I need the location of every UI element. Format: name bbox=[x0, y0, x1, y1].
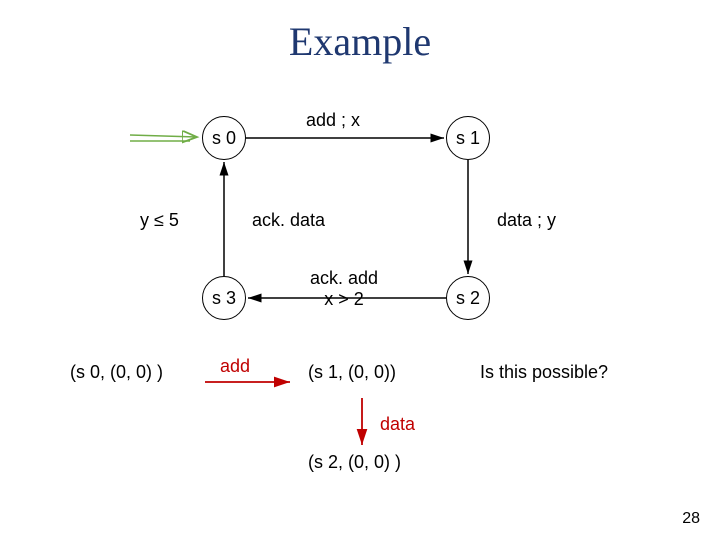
trace-question: Is this possible? bbox=[480, 362, 608, 383]
edge-label-ackadd-bottom: x > 2 bbox=[310, 289, 378, 310]
node-s0: s 0 bbox=[202, 116, 246, 160]
edge-label-ackadd: ack. add x > 2 bbox=[310, 268, 378, 310]
trace-state0: (s 0, (0, 0) ) bbox=[70, 362, 163, 383]
edge-label-data-y: data ; y bbox=[497, 210, 556, 231]
node-s2-label: s 2 bbox=[456, 288, 480, 309]
init-arrow bbox=[130, 135, 197, 137]
edge-label-add-x: add ; x bbox=[306, 110, 360, 131]
trace-step2-label: data bbox=[380, 414, 415, 435]
trace-step1-label: add bbox=[220, 356, 250, 377]
edge-guard-y5: y ≤ 5 bbox=[140, 210, 179, 231]
node-s0-label: s 0 bbox=[212, 128, 236, 149]
node-s2: s 2 bbox=[446, 276, 490, 320]
page-title: Example bbox=[0, 18, 720, 65]
trace-state1: (s 1, (0, 0)) bbox=[308, 362, 396, 383]
node-s3: s 3 bbox=[202, 276, 246, 320]
node-s1-label: s 1 bbox=[456, 128, 480, 149]
edge-label-ackadd-top: ack. add bbox=[310, 268, 378, 289]
slide-number: 28 bbox=[682, 510, 700, 528]
node-s3-label: s 3 bbox=[212, 288, 236, 309]
edge-label-ackdata: ack. data bbox=[252, 210, 325, 231]
node-s1: s 1 bbox=[446, 116, 490, 160]
trace-state2: (s 2, (0, 0) ) bbox=[308, 452, 401, 473]
